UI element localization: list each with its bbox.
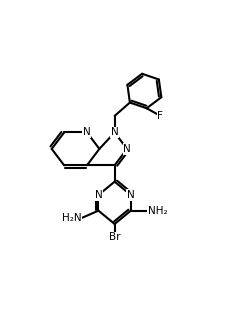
Text: N: N <box>94 190 102 200</box>
Text: N: N <box>111 128 119 137</box>
Text: N: N <box>127 190 135 200</box>
Text: N: N <box>83 128 91 137</box>
Text: NH₂: NH₂ <box>148 206 168 216</box>
Text: N: N <box>123 144 131 154</box>
Text: F: F <box>157 111 163 121</box>
Text: Br: Br <box>109 232 120 242</box>
Text: H₂N: H₂N <box>62 213 82 223</box>
